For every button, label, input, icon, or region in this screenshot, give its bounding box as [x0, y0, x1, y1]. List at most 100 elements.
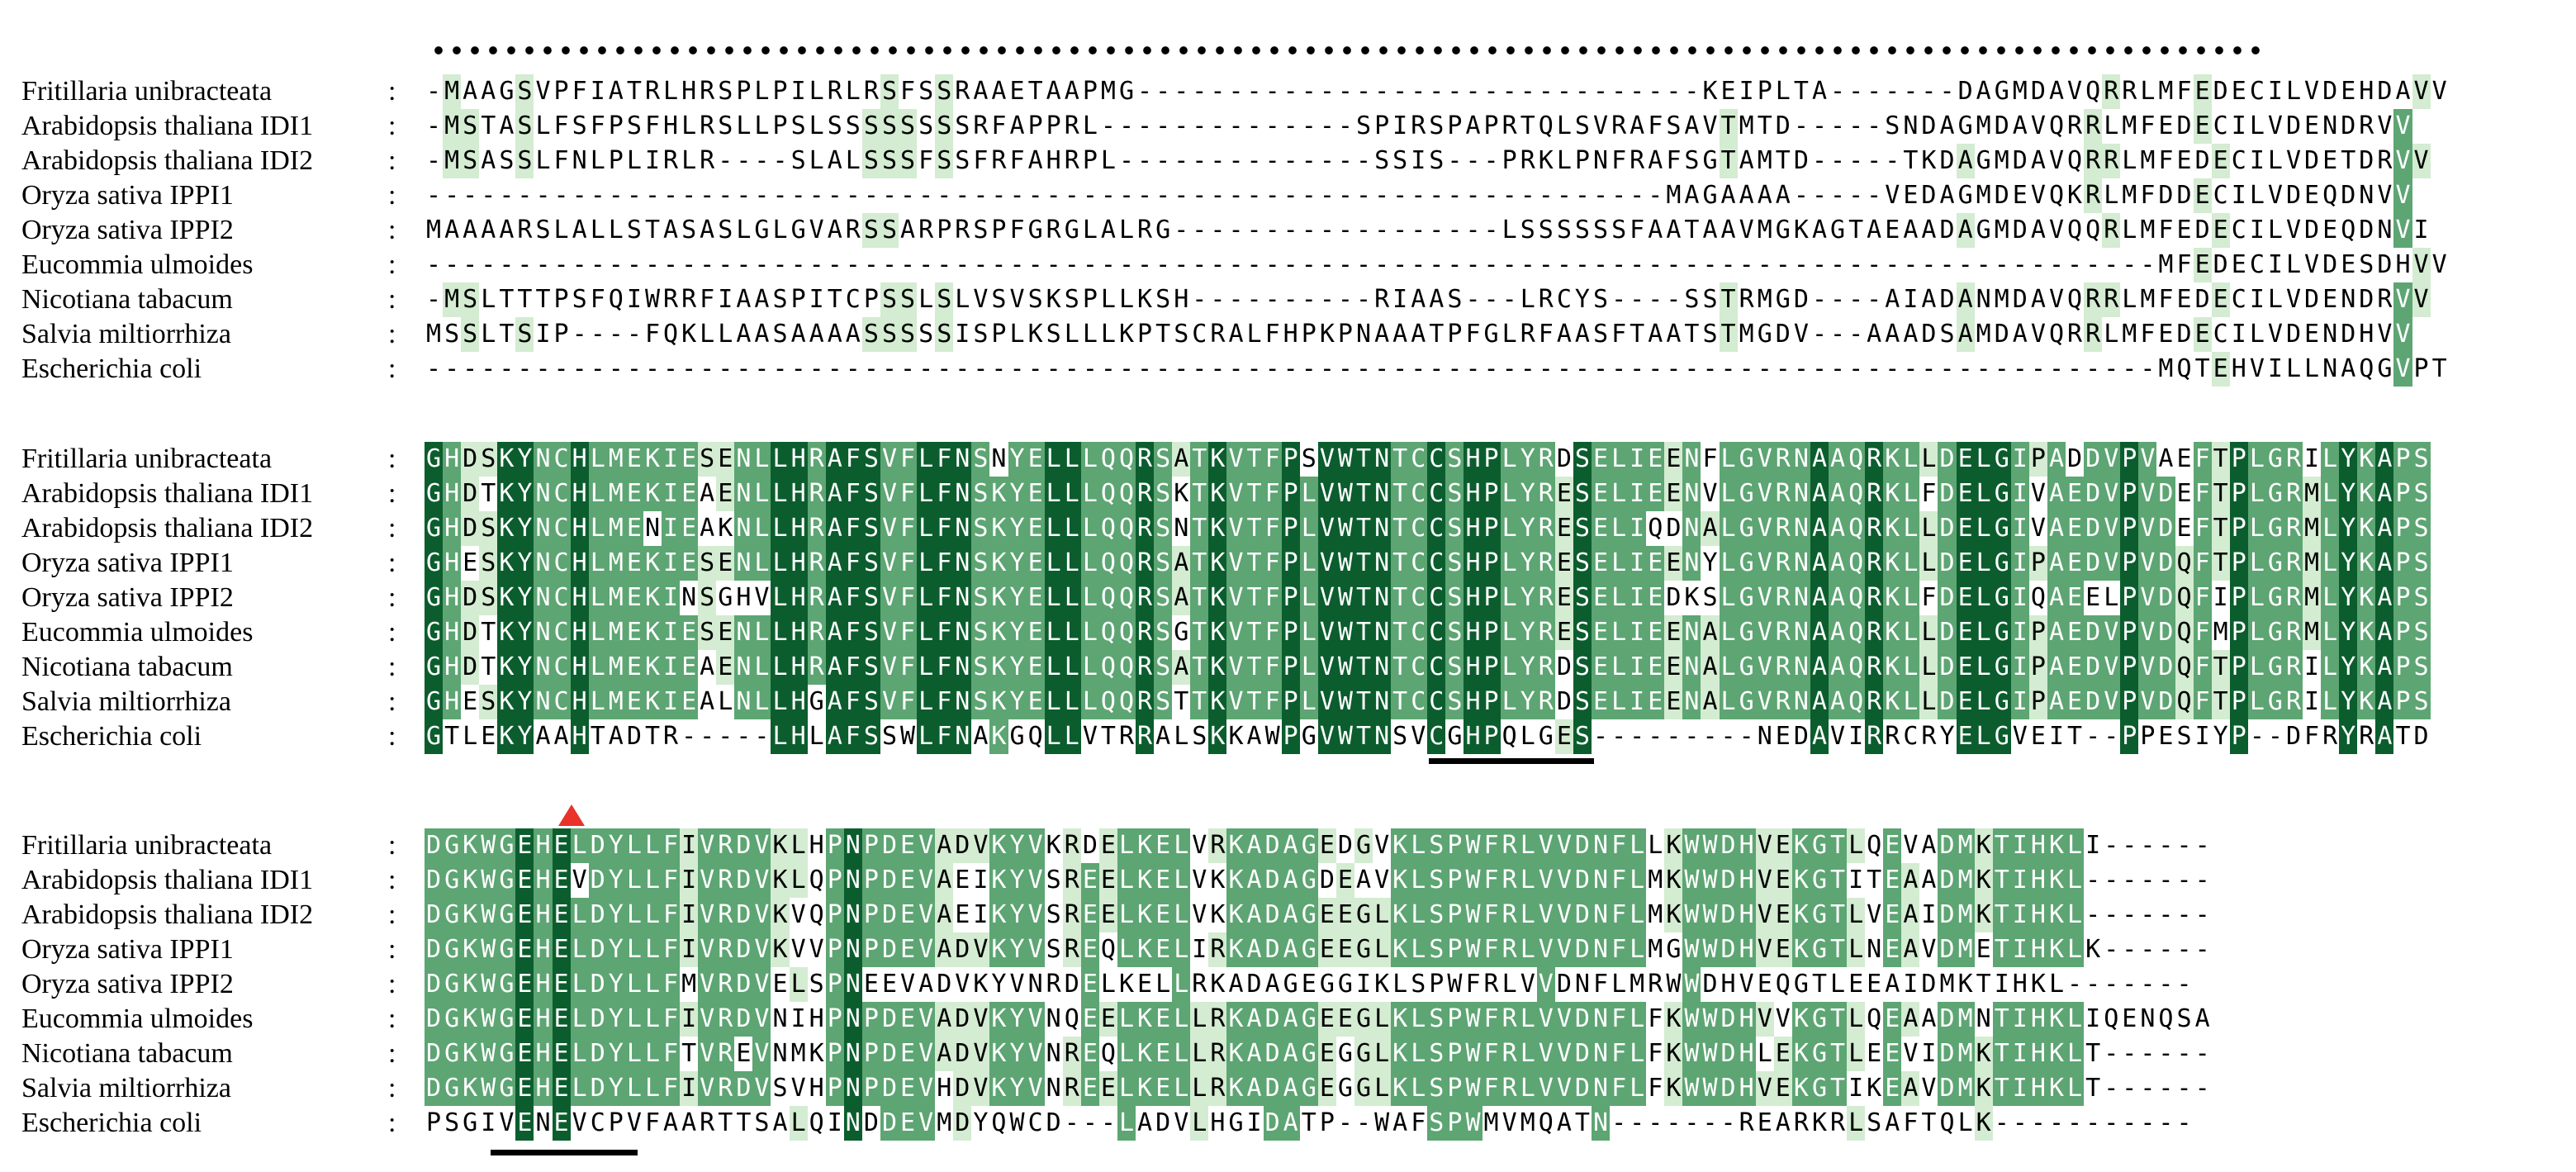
residue: L	[588, 650, 607, 685]
residue: F	[644, 112, 660, 140]
residue: L	[2285, 77, 2302, 106]
residue: F	[662, 1037, 681, 1071]
residue: R	[1865, 546, 1884, 581]
residue: L	[752, 511, 771, 546]
residue: D	[2084, 685, 2103, 719]
residue: P	[2393, 477, 2412, 511]
residue: -	[1574, 250, 1590, 279]
residue: -	[2194, 1074, 2210, 1103]
residue: P	[1281, 477, 1300, 511]
residue: S	[2412, 615, 2431, 650]
residue: V	[1317, 442, 1336, 477]
residue: -	[1648, 354, 1663, 383]
residue: K	[497, 477, 516, 511]
residue: M	[606, 685, 625, 719]
residue: A	[825, 442, 844, 477]
residue: L	[1044, 477, 1063, 511]
residue: S	[1154, 685, 1173, 719]
residue: F	[973, 146, 989, 175]
residue: S	[1684, 146, 1700, 175]
residue: M	[1648, 900, 1663, 929]
residue: I	[973, 900, 989, 929]
residue: D	[2304, 146, 2320, 175]
residue: -	[2249, 722, 2265, 751]
residue: F	[1263, 650, 1282, 685]
residue: Y	[515, 581, 534, 615]
residue: L	[1064, 320, 1079, 349]
residue: S	[935, 74, 954, 109]
residue: A	[1829, 615, 1848, 650]
residue: V	[1593, 112, 1609, 140]
residue: S	[1593, 320, 1609, 349]
residue: E	[1317, 1037, 1336, 1071]
residue: Q	[1847, 581, 1866, 615]
residue: -	[1520, 77, 1535, 106]
residue: Y	[606, 898, 625, 932]
residue: S	[973, 216, 989, 244]
residue: K	[1208, 511, 1227, 546]
residue: D	[1719, 932, 1738, 967]
residue: E	[1757, 970, 1772, 999]
residue: G	[754, 216, 770, 244]
sequence-residues: ----------------------------------------…	[425, 178, 2412, 213]
residue: V	[698, 898, 717, 932]
residue: E	[1554, 719, 1573, 754]
residue: D	[2341, 320, 2356, 349]
residue: -	[1228, 354, 1244, 383]
residue: S	[1154, 546, 1173, 581]
residue: -	[736, 722, 752, 751]
residue: F	[2193, 477, 2212, 511]
residue: -	[1556, 181, 1572, 210]
residue: L	[772, 216, 788, 244]
residue: L	[1610, 650, 1629, 685]
residue: -	[1246, 216, 1262, 244]
residue: E	[899, 1071, 918, 1106]
residue: -	[736, 354, 752, 383]
sequence-name: Eucommia ulmoides	[21, 1004, 254, 1034]
residue: E	[515, 863, 534, 898]
residue: N	[953, 546, 972, 581]
residue: G	[1354, 932, 1373, 967]
residue: S	[861, 511, 880, 546]
residue: H	[809, 1074, 824, 1103]
residue: -	[499, 181, 515, 210]
residue: H	[2231, 354, 2246, 383]
residue: D	[425, 898, 444, 932]
residue: D	[2156, 650, 2175, 685]
residue: H	[2028, 1002, 2047, 1037]
residue: L	[2247, 511, 2266, 546]
residue: P	[2229, 615, 2248, 650]
residue: Q	[1538, 112, 1554, 140]
residue: -	[1903, 77, 1919, 106]
residue: C	[1409, 546, 1428, 581]
residue: G	[1354, 828, 1373, 863]
residue: P	[1574, 146, 1590, 175]
residue: -	[1648, 181, 1663, 210]
residue: K	[1791, 932, 1810, 967]
residue: L	[771, 546, 790, 581]
residue: L	[1080, 685, 1099, 719]
residue: -	[481, 181, 496, 210]
residue: L	[570, 932, 589, 967]
residue: L	[608, 216, 624, 244]
residue: G	[1737, 685, 1756, 719]
residue: T	[1829, 1071, 1848, 1106]
residue: -	[2067, 354, 2083, 383]
residue: C	[2249, 250, 2265, 279]
residue: Q	[2175, 581, 2194, 615]
residue: F	[2158, 285, 2174, 314]
residue: A	[1666, 216, 1682, 244]
residue: E	[680, 685, 699, 719]
residue: V	[1536, 898, 1555, 932]
residue: E	[1026, 546, 1045, 581]
residue: P	[1482, 719, 1501, 754]
residue: F	[899, 511, 918, 546]
residue: K	[718, 514, 733, 543]
residue: I	[2010, 1002, 2029, 1037]
residue: L	[590, 216, 605, 244]
residue: R	[1136, 685, 1155, 719]
residue: R	[807, 442, 826, 477]
residue: K	[1883, 615, 1902, 650]
residue: T	[1829, 863, 1848, 898]
